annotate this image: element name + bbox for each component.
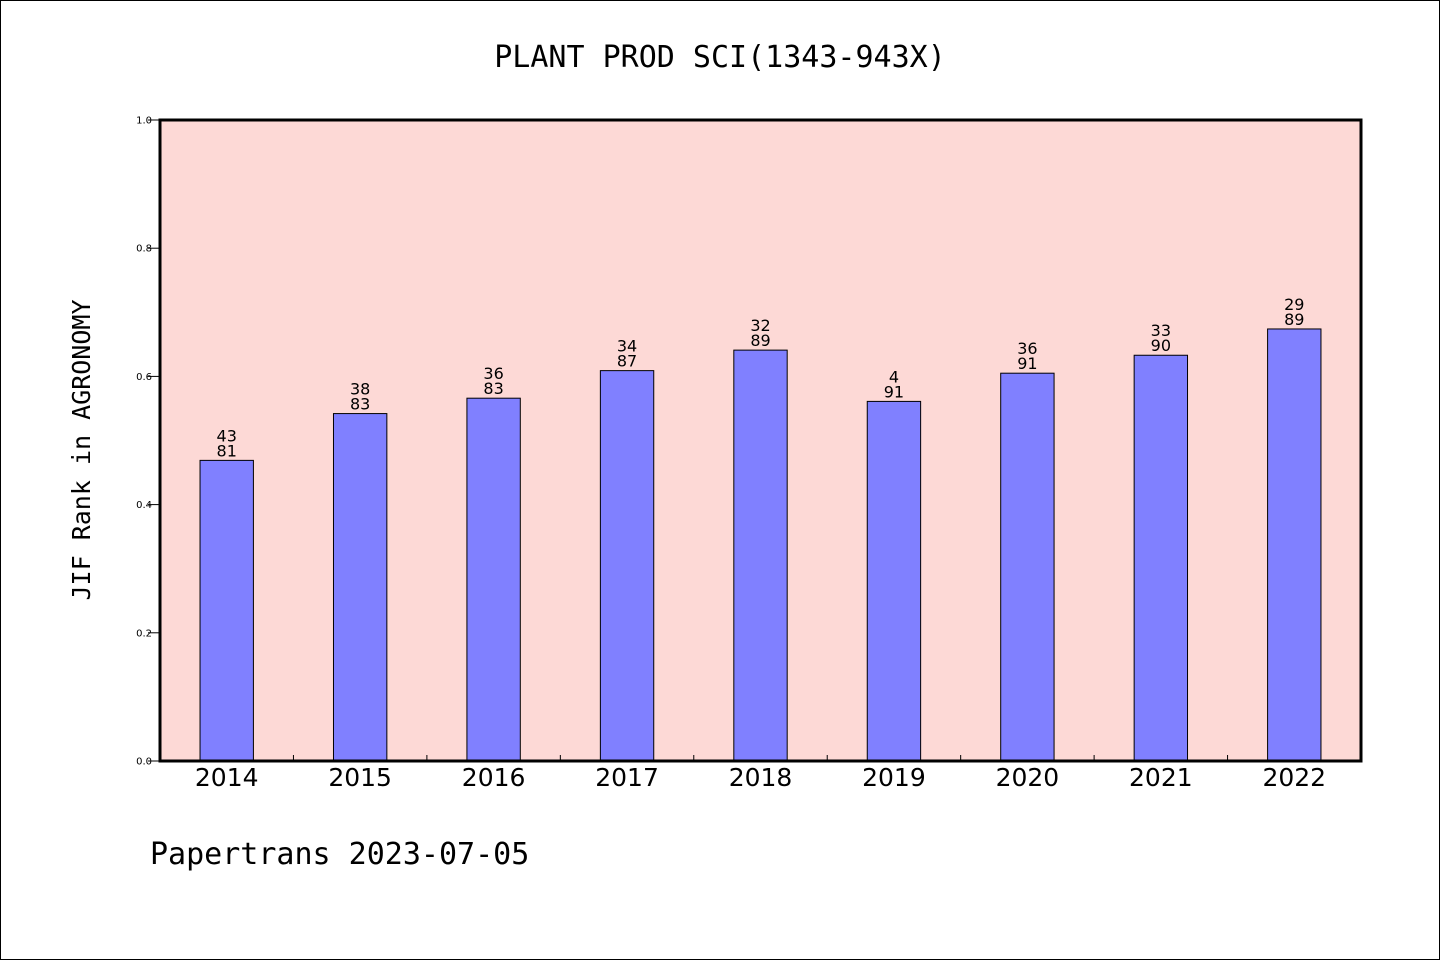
y-tick-label: 0.0 — [136, 757, 152, 768]
y-tick-label: 0.8 — [136, 244, 152, 255]
plot-border — [158, 118, 1363, 763]
x-axis-ticks: 2014 2015 2016 2017 2018 2019 2020 2021 2022 — [195, 755, 1326, 792]
bar-label-rank: 34 — [617, 337, 637, 356]
bar-label-total: 81 — [217, 441, 237, 460]
bar-label-total: 91 — [884, 382, 904, 401]
bar-label-total: 91 — [1017, 354, 1037, 373]
y-axis-ticks: 0.0 0.2 0.4 0.6 0.8 1.0 — [136, 116, 160, 768]
bar-2016 — [466, 397, 521, 762]
bar-label-total: 89 — [1284, 310, 1304, 329]
bar-label-rank: 4 — [889, 367, 899, 386]
bars — [199, 328, 1322, 762]
bar-label-rank: 32 — [750, 316, 770, 335]
bar-label-rank: 36 — [1017, 339, 1037, 358]
bar-label-rank: 36 — [483, 364, 503, 383]
bar-2020 — [1000, 372, 1055, 762]
bar-label-rank: 29 — [1284, 295, 1304, 314]
bar-label-total: 87 — [617, 352, 637, 371]
bar-2022 — [1267, 328, 1322, 762]
bar-2021 — [1133, 354, 1189, 762]
bar-2019 — [866, 400, 922, 762]
y-axis-label: JIF Rank in AGRONOMY — [67, 299, 96, 600]
x-tick-label: 2016 — [462, 763, 526, 792]
x-tick-label: 2020 — [996, 763, 1060, 792]
bar-2018 — [733, 349, 788, 762]
bar-label-rank: 43 — [217, 426, 237, 445]
bar-label-rank: 33 — [1151, 321, 1171, 340]
bar-2014 — [199, 459, 254, 762]
bar-label-total: 89 — [750, 331, 770, 350]
y-tick-label: 0.4 — [136, 500, 152, 511]
x-tick-label: 2018 — [729, 763, 793, 792]
y-tick-label: 1.0 — [136, 116, 152, 127]
y-tick-label: 0.2 — [136, 628, 152, 639]
x-tick-label: 2017 — [595, 763, 659, 792]
bar-label-total: 83 — [350, 395, 370, 414]
x-tick-label: 2019 — [862, 763, 926, 792]
x-tick-label: 2014 — [195, 763, 259, 792]
footer-text: Papertrans 2023-07-05 — [150, 837, 529, 872]
bar-2015 — [332, 413, 388, 762]
bar-label-total: 90 — [1151, 336, 1171, 355]
bar-label-rank: 38 — [350, 380, 370, 399]
bar-2017 — [599, 370, 655, 762]
x-tick-label: 2021 — [1129, 763, 1193, 792]
chart-title: PLANT PROD SCI(1343-943X) — [494, 40, 946, 75]
y-tick-label: 0.6 — [136, 372, 152, 383]
x-tick-label: 2015 — [328, 763, 392, 792]
bar-label-total: 83 — [483, 379, 503, 398]
x-tick-label: 2022 — [1262, 763, 1326, 792]
